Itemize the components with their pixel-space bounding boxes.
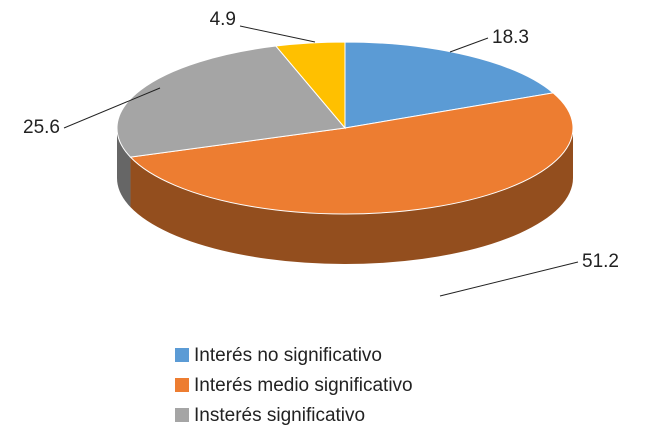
leader-line bbox=[449, 37, 489, 53]
slice-side bbox=[130, 128, 573, 264]
data-label: 25.6 bbox=[23, 117, 60, 138]
leader-line bbox=[239, 25, 316, 43]
leader-line bbox=[63, 87, 161, 129]
data-label: 51.2 bbox=[582, 251, 619, 272]
legend-swatch bbox=[175, 378, 189, 392]
legend-swatch bbox=[175, 348, 189, 362]
slice bbox=[129, 92, 574, 215]
leader-line bbox=[439, 261, 579, 297]
slice bbox=[344, 41, 555, 129]
slice bbox=[274, 41, 346, 130]
slice bbox=[116, 45, 346, 158]
legend-label: Interés medio significativo bbox=[194, 375, 413, 396]
data-label: 4.9 bbox=[210, 9, 236, 30]
data-label: 18.3 bbox=[492, 27, 529, 48]
legend-label: Interés no significativo bbox=[194, 345, 382, 366]
legend-label: Insterés significativo bbox=[194, 405, 365, 426]
legend-swatch bbox=[175, 408, 189, 422]
slice-side bbox=[117, 128, 131, 208]
